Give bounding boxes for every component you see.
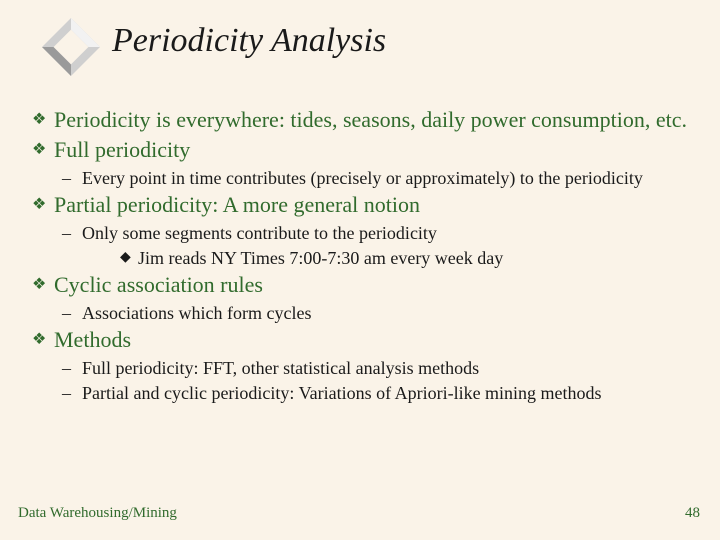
diamond-bullet-icon: ❖ bbox=[30, 106, 54, 134]
bullet-text: Partial periodicity: A more general noti… bbox=[54, 191, 420, 219]
slide-body: ❖ Periodicity is everywhere: tides, seas… bbox=[30, 106, 690, 406]
bullet-lvl2: – Associations which form cycles bbox=[62, 301, 690, 325]
bullet-lvl2: – Only some segments contribute to the p… bbox=[62, 221, 690, 245]
bullet-text: Partial and cyclic periodicity: Variatio… bbox=[82, 381, 602, 405]
dash-bullet-icon: – bbox=[62, 301, 82, 325]
bullet-lvl1: ❖ Methods bbox=[30, 326, 690, 354]
bullet-lvl1: ❖ Cyclic association rules bbox=[30, 271, 690, 299]
diamond-bullet-icon: ❖ bbox=[30, 326, 54, 354]
bullet-lvl1: ❖ Full periodicity bbox=[30, 136, 690, 164]
bullet-lvl3: ◆ Jim reads NY Times 7:00-7:30 am every … bbox=[120, 246, 690, 270]
dash-bullet-icon: – bbox=[62, 381, 82, 405]
bullet-text: Full periodicity bbox=[54, 136, 190, 164]
bullet-text: Every point in time contributes (precise… bbox=[82, 166, 643, 190]
diamond-bullet-icon: ❖ bbox=[30, 271, 54, 299]
bullet-text: Methods bbox=[54, 326, 131, 354]
dash-bullet-icon: – bbox=[62, 166, 82, 190]
bullet-text: Jim reads NY Times 7:00-7:30 am every we… bbox=[138, 246, 503, 270]
dot-bullet-icon: ◆ bbox=[120, 246, 138, 270]
slide-title: Periodicity Analysis bbox=[112, 22, 386, 60]
corner-diamond-icon bbox=[42, 18, 100, 76]
slide-number: 48 bbox=[685, 505, 700, 522]
dash-bullet-icon: – bbox=[62, 221, 82, 245]
bullet-text: Full periodicity: FFT, other statistical… bbox=[82, 356, 479, 380]
dash-bullet-icon: – bbox=[62, 356, 82, 380]
bullet-text: Cyclic association rules bbox=[54, 271, 263, 299]
bullet-text: Only some segments contribute to the per… bbox=[82, 221, 437, 245]
bullet-lvl1: ❖ Partial periodicity: A more general no… bbox=[30, 191, 690, 219]
footer-left: Data Warehousing/Mining bbox=[18, 505, 177, 522]
bullet-text: Associations which form cycles bbox=[82, 301, 311, 325]
diamond-bullet-icon: ❖ bbox=[30, 136, 54, 164]
bullet-text: Periodicity is everywhere: tides, season… bbox=[54, 106, 687, 134]
bullet-lvl1: ❖ Periodicity is everywhere: tides, seas… bbox=[30, 106, 690, 134]
bullet-lvl2: – Full periodicity: FFT, other statistic… bbox=[62, 356, 690, 380]
diamond-bullet-icon: ❖ bbox=[30, 191, 54, 219]
bullet-lvl2: – Every point in time contributes (preci… bbox=[62, 166, 690, 190]
bullet-lvl2: – Partial and cyclic periodicity: Variat… bbox=[62, 381, 690, 405]
